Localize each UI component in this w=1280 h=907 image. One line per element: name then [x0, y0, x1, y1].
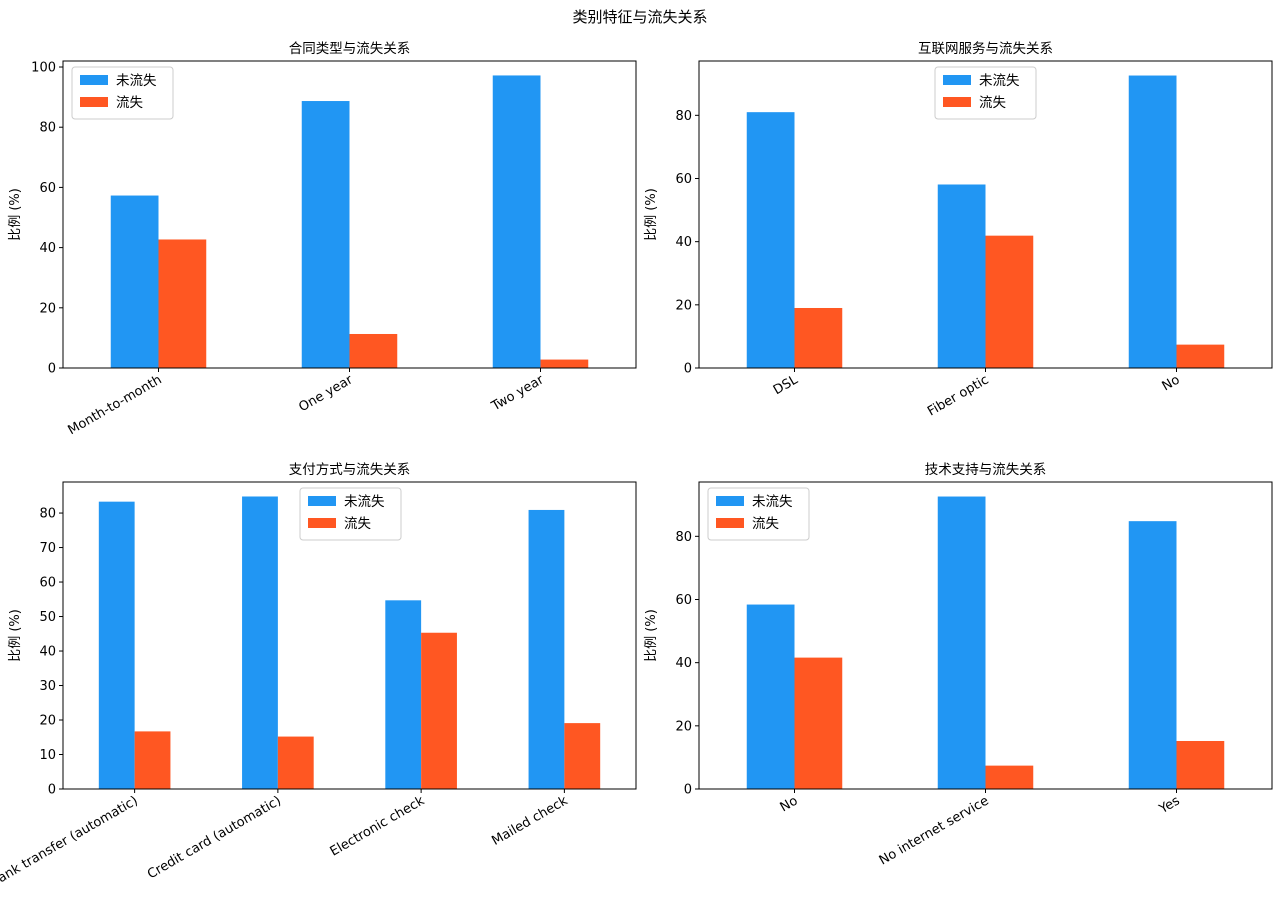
- subplot-title: 互联网服务与流失关系: [918, 41, 1053, 57]
- y-tick-label: 0: [684, 783, 692, 798]
- y-tick-label: 50: [39, 610, 56, 625]
- legend-label: 未流失: [979, 73, 1020, 89]
- legend-swatch: [716, 496, 744, 506]
- legend-label: 流失: [344, 516, 371, 532]
- bar-not-churned: [1128, 75, 1177, 368]
- bar-not-churned: [301, 101, 350, 368]
- legend-label: 未流失: [752, 494, 793, 510]
- y-axis-label: 比例 (%): [8, 609, 23, 662]
- bar-not-churned: [98, 501, 135, 789]
- y-tick-label: 40: [675, 235, 692, 250]
- x-tick-label: One year: [296, 372, 356, 415]
- subplot-title: 技术支持与流失关系: [925, 462, 1047, 478]
- subplot-title: 合同类型与流失关系: [289, 41, 411, 57]
- figure-title: 类别特征与流失关系: [572, 8, 707, 26]
- y-tick-label: 20: [675, 719, 692, 734]
- bar-churned: [985, 765, 1034, 789]
- legend-label: 流失: [752, 516, 780, 532]
- y-tick-label: 20: [39, 714, 56, 729]
- y-tick-label: 40: [39, 241, 56, 256]
- y-axis-label: 比例 (%): [8, 188, 23, 241]
- bar-churned: [1176, 344, 1225, 368]
- subplot-title: 支付方式与流失关系: [289, 462, 411, 478]
- legend-swatch: [308, 518, 336, 528]
- bar-not-churned: [937, 496, 986, 789]
- y-tick-label: 60: [675, 593, 692, 608]
- x-tick-label: No internet service: [877, 793, 992, 868]
- legend-swatch: [943, 75, 971, 85]
- bar-not-churned: [385, 600, 422, 789]
- bar-churned: [134, 731, 171, 789]
- y-tick-label: 0: [48, 362, 56, 377]
- bar-not-churned: [110, 195, 159, 368]
- x-tick-label: Bank transfer (automatic): [0, 793, 141, 890]
- x-tick-label: Month-to-month: [66, 372, 165, 438]
- bar-not-churned: [492, 75, 541, 369]
- bar-not-churned: [746, 112, 795, 369]
- legend-label: 流失: [979, 95, 1007, 111]
- bar-churned: [985, 235, 1034, 368]
- bar-not-churned: [1128, 521, 1177, 789]
- y-tick-label: 80: [39, 121, 56, 136]
- subplot-2: 互联网服务与流失关系 0 20 40 60 80 DSL Fiber optic No 比例 (%…: [644, 41, 1273, 419]
- legend-label: 流失: [116, 95, 143, 111]
- subplot-1: 合同类型与流失关系 0 20 40 60 80 100 Month-to-month One y…: [8, 41, 637, 438]
- x-tick-label: Electronic check: [328, 793, 428, 859]
- y-tick-label: 0: [48, 783, 56, 798]
- y-tick-label: 80: [39, 507, 56, 522]
- bar-churned: [277, 736, 314, 789]
- bar-churned: [158, 239, 207, 368]
- y-tick-label: 60: [39, 576, 56, 591]
- y-tick-label: 0: [684, 362, 692, 377]
- y-tick-label: 80: [675, 109, 692, 124]
- bar-churned: [421, 632, 457, 789]
- x-tick-label: Fiber optic: [925, 372, 991, 419]
- subplot-3: 支付方式与流失关系 0 10 20 30 40 50 60 70 80 Bank transfer …: [0, 462, 637, 891]
- y-tick-label: 40: [39, 645, 56, 660]
- x-tick-label: Two year: [488, 372, 547, 415]
- bar-not-churned: [242, 496, 278, 789]
- y-tick-label: 80: [675, 530, 692, 545]
- x-tick-label: Mailed check: [489, 793, 570, 849]
- legend-label: 未流失: [116, 73, 157, 89]
- x-tick-label: No: [1160, 372, 1183, 394]
- bar-churned: [349, 333, 398, 368]
- bar-churned: [794, 307, 843, 368]
- y-tick-label: 70: [39, 541, 56, 556]
- y-tick-label: 40: [675, 656, 692, 671]
- y-tick-label: 20: [39, 301, 56, 316]
- y-tick-label: 30: [39, 679, 56, 694]
- x-tick-label: No: [778, 793, 801, 815]
- bar-not-churned: [528, 509, 565, 789]
- legend-swatch: [80, 97, 108, 107]
- y-tick-label: 20: [675, 298, 692, 313]
- bar-churned: [1176, 740, 1225, 789]
- legend-label: 未流失: [344, 494, 385, 510]
- legend-swatch: [716, 518, 744, 528]
- x-tick-label: DSL: [771, 372, 801, 398]
- bar-churned: [564, 723, 601, 789]
- y-tick-label: 10: [39, 748, 56, 763]
- y-axis-label: 比例 (%): [644, 188, 659, 241]
- y-tick-label: 60: [675, 172, 692, 187]
- bar-not-churned: [746, 604, 795, 789]
- y-tick-label: 100: [31, 61, 56, 76]
- bar-not-churned: [937, 184, 986, 368]
- legend-swatch: [308, 496, 336, 506]
- subplot-4: 技术支持与流失关系 0 20 40 60 80 No No internet service Y…: [644, 462, 1273, 868]
- legend-swatch: [80, 75, 108, 85]
- legend-swatch: [943, 97, 971, 107]
- y-tick-label: 60: [39, 181, 56, 196]
- bar-churned: [540, 359, 589, 368]
- bar-churned: [794, 657, 843, 789]
- axes-frame: [62, 481, 637, 790]
- y-axis-label: 比例 (%): [644, 609, 659, 662]
- x-tick-label: Credit card (automatic): [145, 793, 284, 882]
- x-tick-label: Yes: [1156, 793, 1183, 817]
